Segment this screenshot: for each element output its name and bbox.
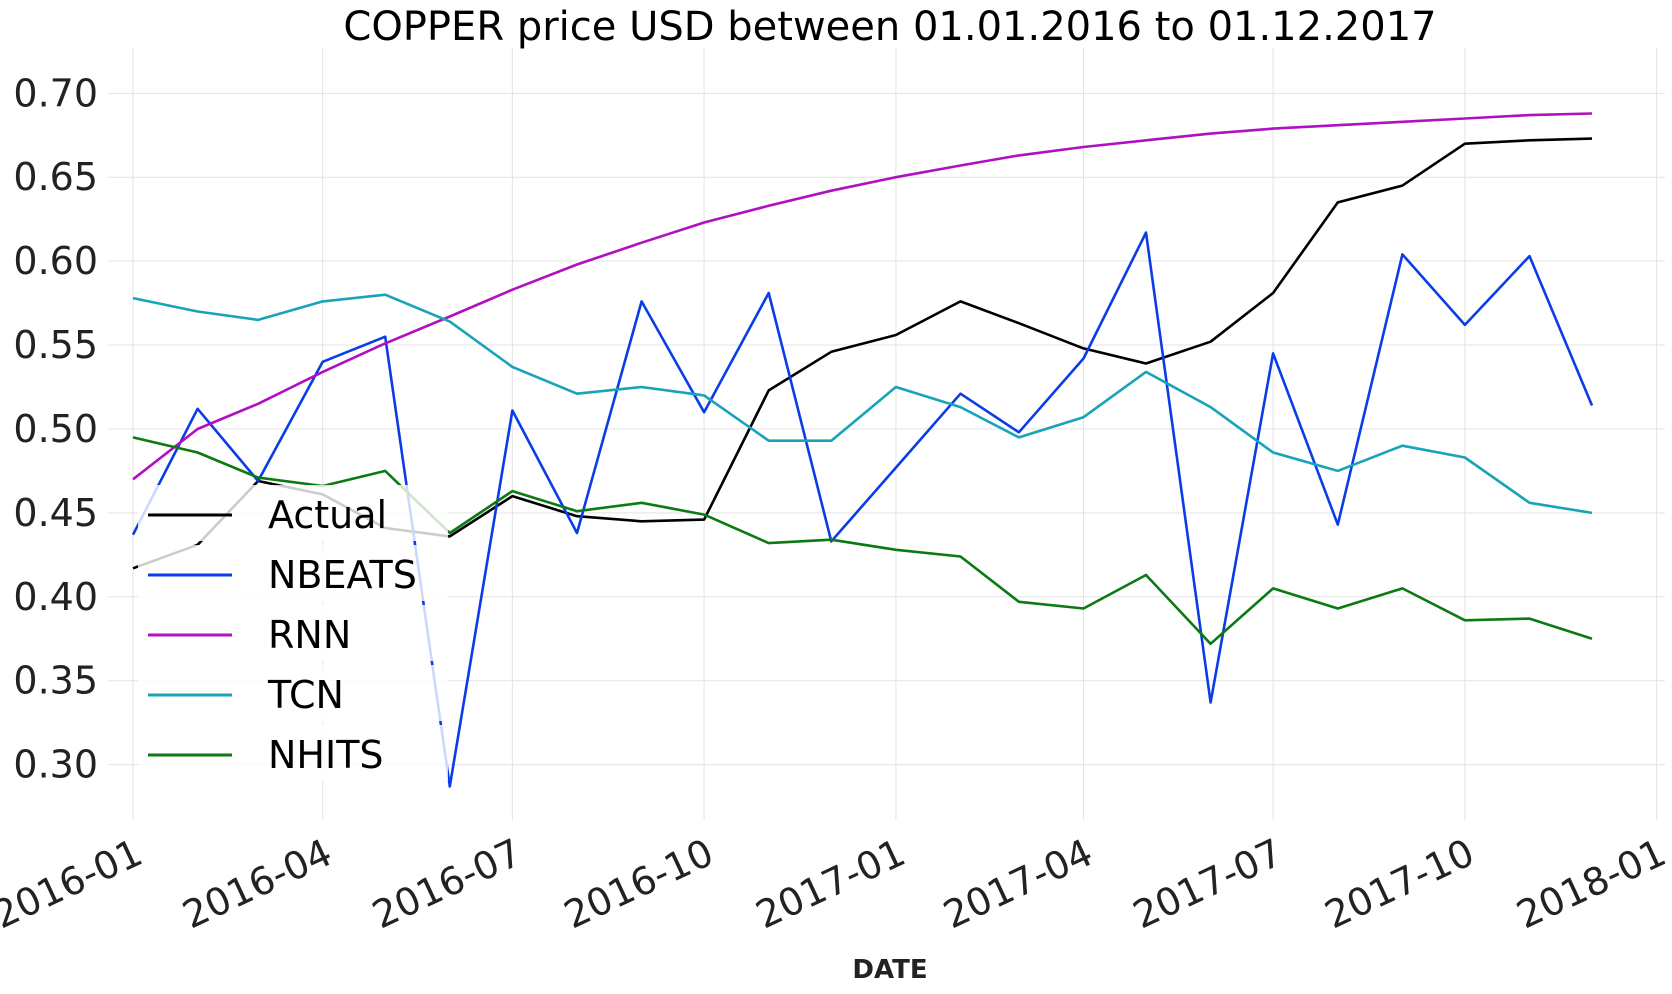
x-tick-label: 2017-04 (937, 830, 1099, 937)
legend-item-bg (138, 545, 448, 601)
legend-item-bg (138, 665, 448, 721)
chart-title: COPPER price USD between 01.01.2016 to 0… (343, 4, 1436, 50)
y-tick-label: 0.45 (13, 491, 98, 535)
legend-item-bg (138, 605, 448, 661)
legend-label: RNN (268, 613, 351, 657)
x-tick-label: 2017-10 (1318, 830, 1480, 937)
legend-item-bg (138, 725, 448, 781)
legend-label: Actual (268, 493, 387, 537)
y-tick-label: 0.50 (13, 407, 98, 451)
x-tick-label: 2018-01 (1510, 830, 1672, 937)
y-tick-label: 0.55 (13, 323, 98, 367)
series-line-rnn (132, 112, 1593, 481)
x-tick-label: 2017-01 (749, 830, 911, 937)
y-tick-label: 0.60 (13, 239, 98, 283)
series-line-nbeats (131, 231, 1594, 788)
y-axis-ticks: 0.30 0.35 0.40 0.45 0.50 0.55 0.60 0.65 0.70 (13, 71, 98, 786)
series-line-nhits (132, 436, 1593, 646)
x-axis-ticks: 2016-01 2016-04 2016-07 2016-10 2017-01 2017-… (0, 830, 1672, 937)
x-axis-label: DATE (852, 955, 927, 985)
y-tick-label: 0.70 (13, 71, 98, 115)
legend-label: TCN (267, 673, 344, 717)
legend-item-bg (138, 485, 448, 541)
x-tick-label: 2016-04 (176, 830, 338, 937)
legend: Actual NBEATS RNN TCN NHITS (138, 485, 448, 781)
y-tick-label: 0.30 (13, 743, 98, 787)
series-line-tcn (132, 293, 1593, 515)
x-tick-label: 2016-01 (0, 830, 149, 937)
y-tick-label: 0.40 (13, 575, 98, 619)
legend-label: NBEATS (268, 553, 417, 597)
x-tick-label: 2016-10 (557, 830, 719, 937)
x-tick-label: 2017-07 (1126, 830, 1288, 937)
x-tick-label: 2016-07 (366, 830, 528, 937)
legend-label: NHITS (268, 733, 384, 777)
y-tick-label: 0.65 (13, 155, 98, 199)
y-tick-label: 0.35 (13, 659, 98, 703)
